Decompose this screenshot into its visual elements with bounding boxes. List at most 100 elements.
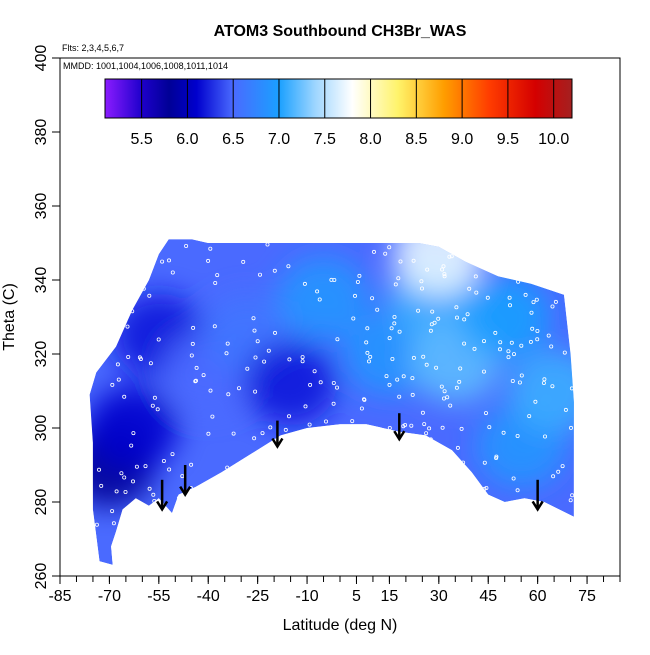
sample-point [152, 395, 157, 400]
sample-point [436, 316, 441, 321]
sample-point [125, 540, 130, 545]
sample-point [125, 324, 130, 329]
sample-point [511, 476, 516, 481]
sample-point [479, 242, 484, 247]
sample-point [375, 489, 380, 494]
sample-point [132, 530, 137, 535]
sample-point [528, 548, 533, 553]
sample-point [193, 527, 198, 532]
sample-point [487, 261, 492, 266]
sample-point [184, 243, 189, 248]
sample-point [510, 378, 515, 383]
sample-point [376, 431, 381, 436]
sample-point [362, 397, 367, 402]
sample-point [111, 521, 116, 526]
sample-point [262, 359, 267, 364]
sample-point [175, 505, 180, 510]
sample-point [257, 272, 262, 277]
sample-point [185, 522, 190, 527]
sample-point [284, 524, 289, 529]
sample-point [208, 246, 213, 251]
sample-point [421, 526, 426, 531]
field-region-1 [89, 386, 179, 470]
sample-point [318, 380, 323, 385]
sample-point [232, 496, 237, 501]
sample-point [110, 509, 115, 514]
sample-point [101, 291, 106, 296]
sample-point [155, 407, 160, 412]
sample-point [283, 427, 288, 432]
sample-point [208, 388, 213, 393]
sample-point [454, 385, 459, 390]
sample-point [375, 307, 380, 312]
sample-point [537, 562, 542, 565]
sample-point [210, 414, 215, 419]
sample-point [99, 483, 104, 488]
sample-point [475, 531, 480, 536]
sample-point [224, 519, 229, 524]
sample-point [481, 339, 486, 344]
sample-point [568, 541, 573, 546]
x-axis: -85 -70 -55 -40 -25 -10 5 15 30 45 60 75 [48, 576, 621, 605]
sample-point [365, 350, 370, 355]
sample-point [300, 355, 305, 360]
sample-point [126, 354, 131, 359]
sample-point [533, 399, 538, 404]
sample-point [189, 462, 194, 467]
sample-point [341, 438, 346, 443]
x-tick-label: -55 [147, 588, 170, 605]
sample-point [517, 380, 522, 385]
sample-point [493, 330, 498, 335]
sample-point [487, 425, 492, 430]
x-tick-label: -70 [98, 588, 121, 605]
sample-point [462, 317, 467, 322]
sample-point [526, 549, 531, 554]
sample-point [146, 260, 151, 265]
sample-point [440, 267, 445, 272]
sample-point [317, 567, 320, 570]
sample-point [268, 425, 273, 430]
sample-point [313, 467, 318, 472]
sample-point [478, 531, 483, 536]
sample-point [323, 491, 328, 496]
sample-point [134, 464, 139, 469]
sample-point [167, 467, 172, 472]
sample-point [351, 316, 356, 321]
sample-point [393, 561, 398, 565]
sample-point [457, 243, 462, 248]
sample-point [393, 282, 398, 287]
sample-point [188, 556, 193, 561]
sample-point [546, 333, 551, 338]
sample-point [512, 352, 517, 357]
sample-point [430, 309, 435, 314]
sample-point [241, 259, 246, 264]
sample-point [449, 254, 454, 259]
sample-point [535, 337, 540, 342]
sample-point [357, 273, 362, 278]
sample-point [528, 339, 533, 344]
field-region-10 [458, 275, 551, 359]
sample-point [303, 500, 308, 505]
sample-point [291, 461, 296, 466]
y-tick-label: 400 [33, 45, 50, 72]
sample-point [122, 475, 127, 480]
sample-point [119, 471, 124, 476]
sample-point [213, 280, 218, 285]
sample-point [152, 536, 157, 541]
sample-point [429, 322, 434, 327]
sample-point [397, 394, 402, 399]
sample-point [498, 340, 503, 345]
sample-point [519, 373, 524, 378]
sample-point [398, 259, 403, 264]
sample-point [425, 267, 430, 272]
sample-point [484, 485, 489, 490]
sample-point [422, 487, 427, 492]
sample-point [539, 235, 542, 238]
sample-point [494, 454, 499, 459]
sample-point [119, 310, 124, 315]
sample-point [151, 492, 156, 497]
sample-point [253, 389, 258, 394]
colorbar-tick-label: 9.5 [497, 131, 519, 148]
sample-point [189, 353, 194, 358]
